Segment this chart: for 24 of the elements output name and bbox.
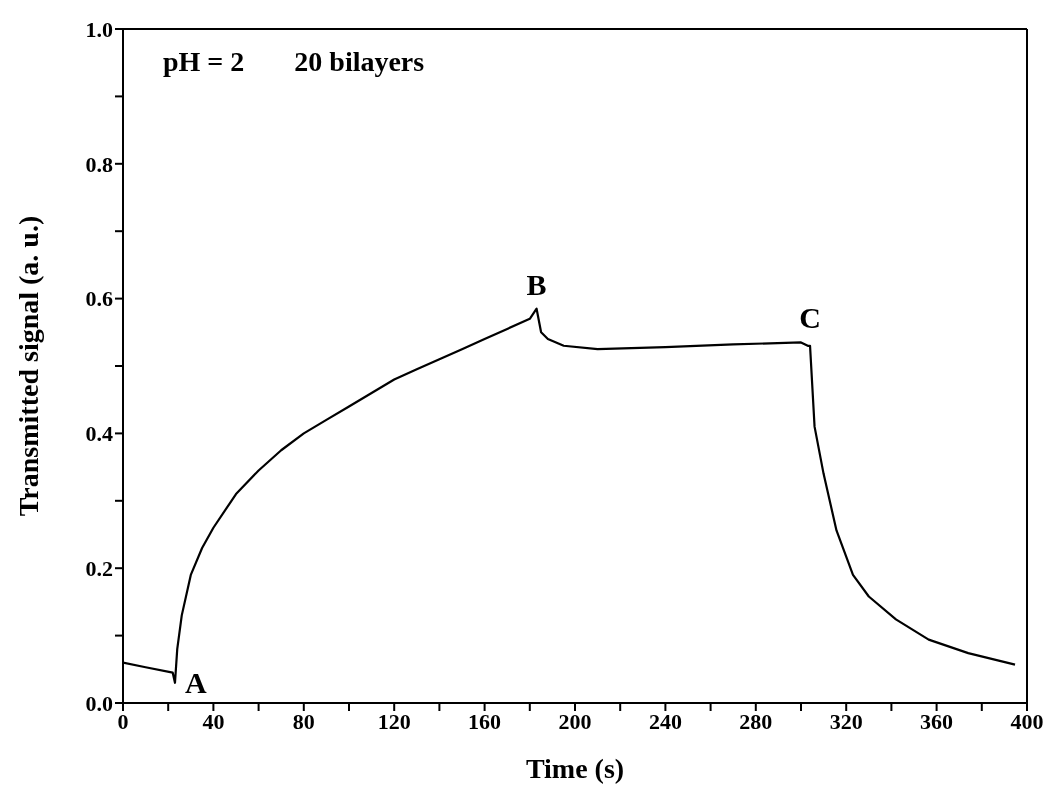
y-tick-label: 0.6 <box>85 286 113 312</box>
y-tick-label: 0.8 <box>85 151 113 177</box>
x-tick-label: 320 <box>829 708 863 734</box>
annotation: B <box>526 267 547 301</box>
annotation: A <box>184 666 207 700</box>
x-tick-label: 240 <box>648 708 682 734</box>
x-tick-label: 160 <box>468 708 502 734</box>
annotation: C <box>799 301 821 335</box>
y-tick-label: 1.0 <box>85 16 113 42</box>
x-tick-label: 400 <box>1010 708 1044 734</box>
annotation: 20 bilayers <box>294 46 425 78</box>
y-axis-title: Transmitted signal (a. u.) <box>12 215 44 517</box>
x-tick-label: 120 <box>377 708 411 734</box>
x-tick-label: 200 <box>558 708 592 734</box>
x-tick-label: 0 <box>117 708 129 734</box>
y-tick-label: 0.0 <box>85 690 113 716</box>
y-tick-label: 0.4 <box>85 421 113 447</box>
x-tick-label: 40 <box>202 708 225 734</box>
y-tick-label: 0.2 <box>85 556 113 582</box>
x-tick-label: 360 <box>920 708 954 734</box>
x-tick-label: 280 <box>739 708 773 734</box>
x-axis-title: Time (s) <box>525 753 625 784</box>
annotation: pH = 2 <box>163 46 245 78</box>
x-tick-label: 80 <box>292 708 315 734</box>
